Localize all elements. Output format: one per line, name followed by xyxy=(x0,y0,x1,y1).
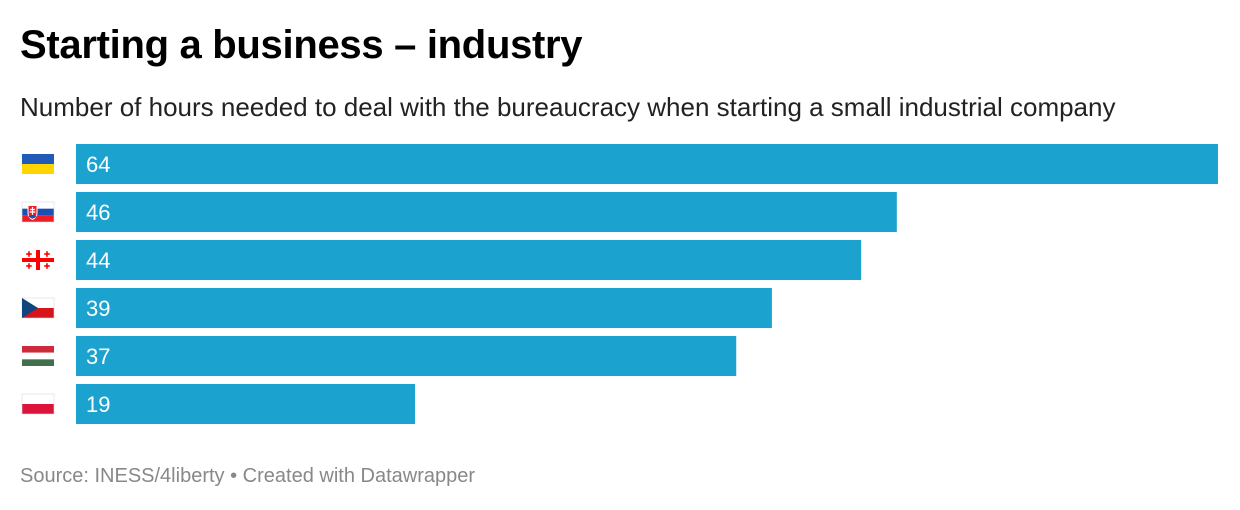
poland-flag-icon xyxy=(21,393,55,415)
czechia-flag-icon xyxy=(21,297,55,319)
hungary-flag-icon xyxy=(22,346,54,366)
footer-separator: • xyxy=(230,465,238,487)
chart-subtitle: Number of hours needed to deal with the … xyxy=(20,92,1116,122)
datawrapper-credit[interactable]: Created with Datawrapper xyxy=(242,465,476,487)
bar-6 xyxy=(76,384,416,424)
bar-4 xyxy=(76,288,772,328)
flag-column xyxy=(21,154,55,415)
bar-value-label-5: 37 xyxy=(86,344,110,369)
bar-value-label-1: 64 xyxy=(86,152,110,177)
source-note: Source: INESS/4liberty xyxy=(20,465,225,487)
bar-value-label-3: 44 xyxy=(86,248,110,273)
bar-5 xyxy=(76,336,737,376)
bar-value-label-2: 46 xyxy=(86,200,110,225)
chart-title: Starting a business – industry xyxy=(20,23,583,67)
bar-3 xyxy=(76,240,862,280)
bar-1 xyxy=(76,144,1218,184)
footer: Source: INESS/4liberty • Created with Da… xyxy=(20,462,475,490)
ukraine-flag-icon xyxy=(22,154,54,174)
bar-group: 64 46 44 39 37 19 xyxy=(76,144,1218,424)
bar-2 xyxy=(76,192,897,232)
bar-value-label-6: 19 xyxy=(86,392,110,417)
slovakia-flag-icon xyxy=(21,201,55,223)
georgia-flag-icon xyxy=(22,250,54,270)
bar-value-label-4: 39 xyxy=(86,296,110,321)
